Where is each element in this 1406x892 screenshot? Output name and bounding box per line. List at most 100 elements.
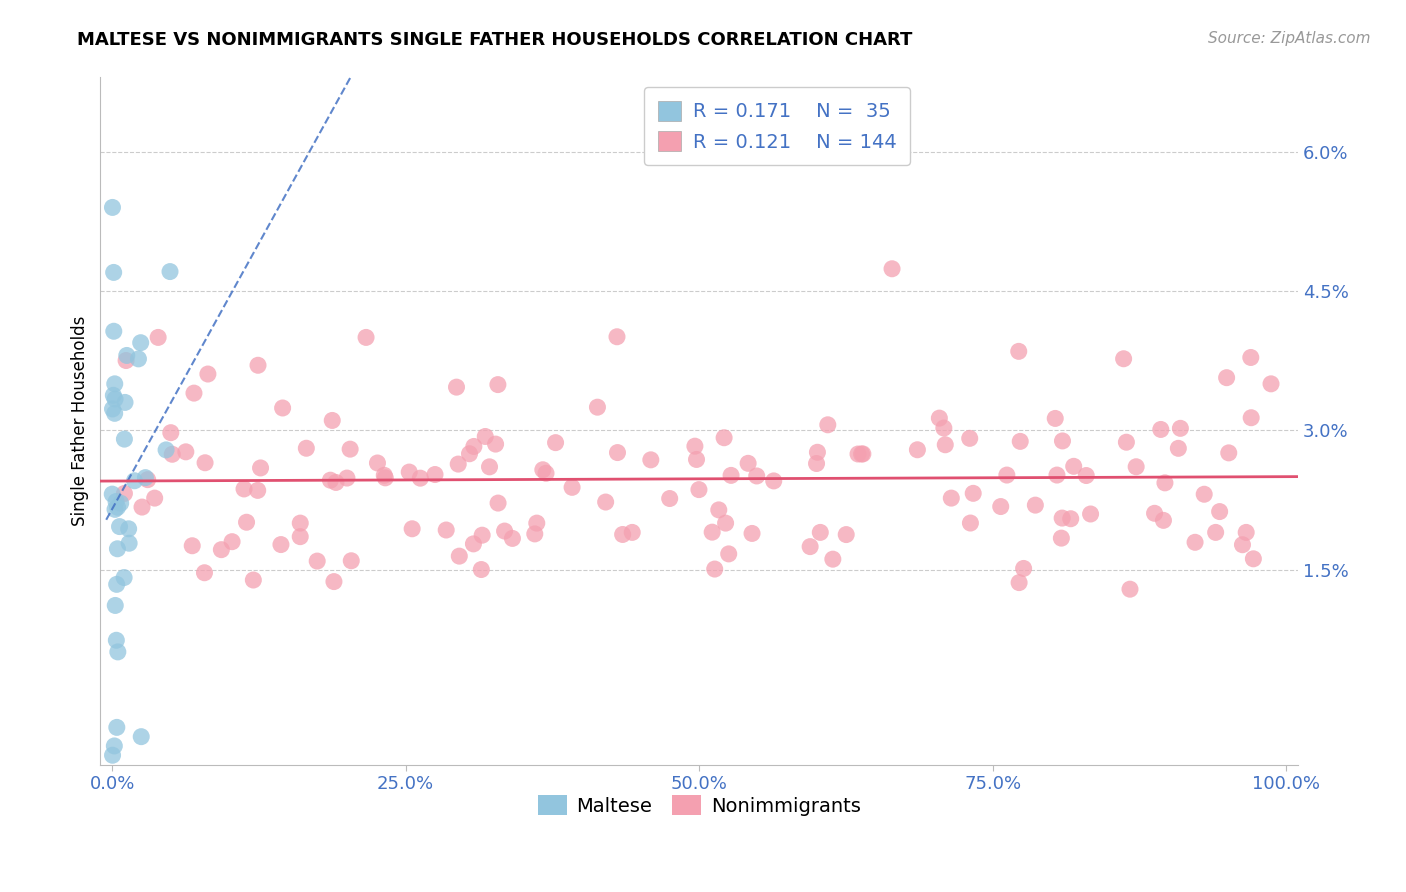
Point	[103, 324, 125, 338]
Point	[470, 562, 492, 576]
Point	[103, 388, 125, 402]
Point	[1240, 410, 1263, 425]
Point	[127, 351, 149, 366]
Point	[806, 457, 828, 471]
Text: MALTESE VS NONIMMIGRANTS SINGLE FATHER HOUSEHOLDS CORRELATION CHART: MALTESE VS NONIMMIGRANTS SINGLE FATHER H…	[77, 31, 912, 49]
Point	[1050, 511, 1073, 525]
Point	[221, 534, 243, 549]
Point	[159, 425, 181, 440]
Point	[1215, 370, 1237, 384]
Point	[295, 442, 318, 456]
Point	[105, 494, 128, 508]
Point	[463, 537, 485, 551]
Point	[209, 542, 232, 557]
Point	[1046, 468, 1069, 483]
Point	[1112, 351, 1135, 366]
Text: Source: ZipAtlas.com: Source: ZipAtlas.com	[1208, 31, 1371, 46]
Point	[409, 471, 432, 485]
Point	[117, 522, 139, 536]
Point	[707, 503, 730, 517]
Point	[107, 645, 129, 659]
Point	[325, 475, 347, 490]
Point	[131, 500, 153, 514]
Point	[1115, 435, 1137, 450]
Point	[702, 525, 724, 540]
Point	[1010, 434, 1032, 449]
Point	[401, 522, 423, 536]
Point	[159, 264, 181, 278]
Point	[523, 527, 546, 541]
Point	[606, 330, 628, 344]
Point	[321, 413, 343, 427]
Point	[478, 459, 501, 474]
Point	[463, 440, 485, 454]
Point	[112, 570, 135, 584]
Point	[134, 470, 156, 484]
Point	[526, 516, 548, 530]
Point	[398, 465, 420, 479]
Point	[1076, 468, 1098, 483]
Point	[717, 547, 740, 561]
Point	[714, 516, 737, 530]
Point	[104, 502, 127, 516]
Point	[105, 633, 128, 648]
Point	[290, 516, 312, 530]
Point	[373, 468, 395, 483]
Point	[104, 376, 127, 391]
Point	[959, 516, 981, 530]
Point	[136, 473, 159, 487]
Point	[336, 471, 359, 485]
Point	[270, 538, 292, 552]
Point	[323, 574, 346, 589]
Point	[1234, 525, 1257, 540]
Point	[1241, 551, 1264, 566]
Point	[741, 526, 763, 541]
Point	[586, 400, 609, 414]
Point	[1008, 575, 1031, 590]
Point	[233, 482, 256, 496]
Point	[501, 532, 523, 546]
Point	[685, 452, 707, 467]
Point	[101, 487, 124, 501]
Point	[846, 447, 869, 461]
Point	[531, 463, 554, 477]
Point	[129, 335, 152, 350]
Point	[271, 401, 294, 415]
Point	[423, 467, 446, 482]
Point	[703, 562, 725, 576]
Point	[928, 411, 950, 425]
Point	[934, 438, 956, 452]
Point	[247, 358, 270, 372]
Point	[449, 549, 471, 563]
Point	[1232, 538, 1254, 552]
Point	[155, 442, 177, 457]
Point	[1024, 498, 1046, 512]
Point	[852, 447, 875, 461]
Point	[115, 348, 138, 362]
Point	[1184, 535, 1206, 549]
Point	[688, 483, 710, 497]
Point	[1052, 434, 1074, 448]
Point	[249, 461, 271, 475]
Point	[162, 447, 184, 461]
Point	[995, 468, 1018, 483]
Point	[806, 445, 828, 459]
Point	[1063, 459, 1085, 474]
Point	[458, 447, 481, 461]
Point	[1167, 442, 1189, 456]
Point	[1045, 411, 1067, 425]
Point	[486, 377, 509, 392]
Point	[197, 367, 219, 381]
Point	[821, 552, 844, 566]
Point	[1125, 459, 1147, 474]
Point	[104, 599, 127, 613]
Point	[183, 386, 205, 401]
Point	[146, 330, 169, 344]
Point	[105, 720, 128, 734]
Point	[1154, 475, 1177, 490]
Point	[1240, 351, 1263, 365]
Point	[959, 431, 981, 445]
Point	[745, 469, 768, 483]
Point	[107, 500, 129, 515]
Point	[101, 201, 124, 215]
